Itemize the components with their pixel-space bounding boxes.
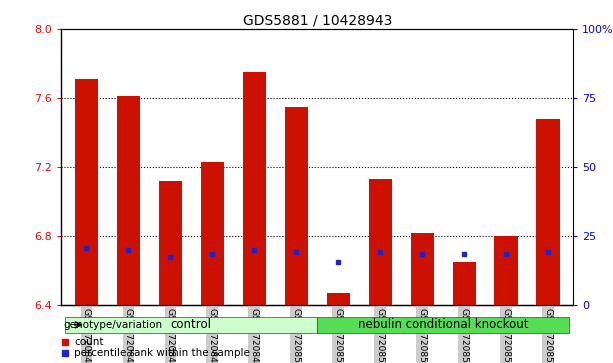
Bar [75, 79, 98, 306]
Bar [495, 236, 517, 306]
Bar [327, 293, 350, 306]
Bar [243, 72, 266, 306]
Text: count: count [74, 337, 104, 347]
Bar [411, 233, 433, 306]
Text: control: control [171, 318, 212, 331]
Bar [117, 97, 140, 306]
Text: percentile rank within the sample: percentile rank within the sample [74, 348, 249, 358]
Bar [201, 162, 224, 306]
Bar [536, 119, 560, 306]
Bar [452, 262, 476, 306]
Title: GDS5881 / 10428943: GDS5881 / 10428943 [243, 14, 392, 28]
Text: genotype/variation: genotype/variation [63, 320, 162, 330]
Bar [66, 317, 318, 333]
Bar [368, 179, 392, 306]
Bar [159, 181, 182, 306]
Text: nebulin conditional knockout: nebulin conditional knockout [358, 318, 528, 331]
Bar [284, 107, 308, 306]
Bar [318, 317, 569, 333]
